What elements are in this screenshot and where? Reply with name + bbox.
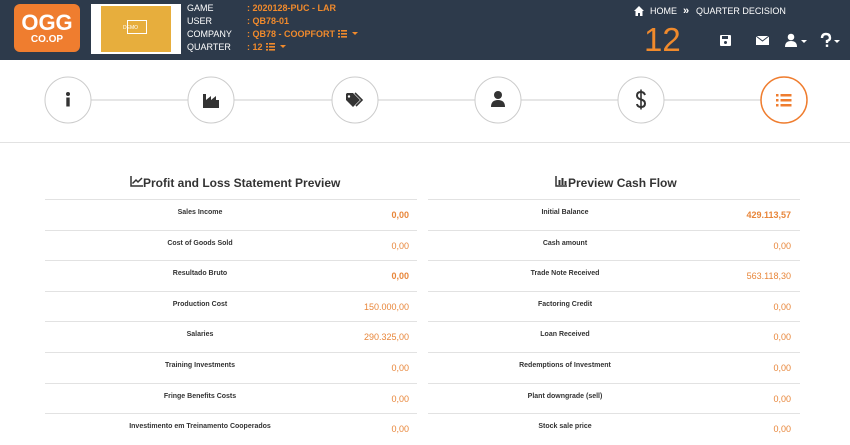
row-label: Plant downgrade (sell) <box>527 392 603 400</box>
row-value: 0,00 <box>773 332 791 343</box>
row-label: Stock sale price <box>538 423 592 431</box>
row-label: Cash amount <box>542 239 588 247</box>
step-person[interactable] <box>474 76 522 124</box>
row-label: Initial Balance <box>541 209 589 216</box>
step-decision[interactable] <box>760 76 808 124</box>
info-label: USER <box>187 16 213 26</box>
demo-screen <box>127 20 147 34</box>
row-value: 0,00 <box>773 240 791 251</box>
row-value: 0,00 <box>391 363 409 373</box>
breadcrumb-home[interactable]: HOME <box>650 6 677 16</box>
dropdown-icon[interactable] <box>265 42 290 51</box>
row-label: Production Cost <box>172 300 228 308</box>
row-label: Salaries <box>186 331 214 339</box>
header-icons <box>720 32 840 47</box>
row-label: Redemptions of Investment <box>519 362 611 369</box>
top-bar: OGG CO.OP DEMO GAME : 2020128-PUC - LAR US… <box>0 0 850 60</box>
row-value: 290.325,00 <box>363 332 409 343</box>
row-value: 0,00 <box>391 424 409 435</box>
info-label: GAME <box>187 3 214 13</box>
info-value: : QB78-01 <box>247 16 290 26</box>
logo-top: OGG <box>21 10 73 35</box>
row-value: 0,00 <box>391 210 409 220</box>
row-value: 563.118,30 <box>746 271 791 282</box>
quarter-number: 12 <box>644 21 681 58</box>
row-divider <box>45 382 417 384</box>
row-divider <box>45 290 417 292</box>
demo-label: DEMO <box>123 25 138 31</box>
logo-bottom: CO.OP <box>30 34 64 45</box>
row-label: Cost of Goods Sold <box>167 239 233 247</box>
row-divider <box>428 260 800 262</box>
row-divider <box>428 229 800 231</box>
row-divider <box>45 229 417 231</box>
row-value: 0,00 <box>773 363 791 373</box>
step-tags[interactable] <box>331 76 379 124</box>
demo-panel: DEMO <box>101 6 171 52</box>
info-value[interactable]: : QB78 - COOPFORT <box>247 29 362 39</box>
step-bar <box>44 76 808 124</box>
breadcrumb-current: QUARTER DECISION <box>696 6 786 16</box>
row-value: 0,00 <box>391 271 409 282</box>
step-finance[interactable] <box>617 76 665 124</box>
row-label: Trade Note Received <box>530 270 600 278</box>
row-divider <box>45 199 417 200</box>
row-divider <box>428 352 800 353</box>
info-value: : 2020128-PUC - LAR <box>247 3 337 13</box>
row-divider <box>428 382 800 384</box>
row-value: 150.000,00 <box>363 301 409 312</box>
dropdown-icon[interactable] <box>338 29 362 38</box>
row-value: 429.113,57 <box>746 210 791 220</box>
cf-title: Preview Cash Flow <box>568 176 677 190</box>
row-value: 0,00 <box>773 301 791 312</box>
row-divider <box>45 260 417 262</box>
save-icon[interactable] <box>720 35 731 46</box>
demo-image: DEMO <box>91 4 181 54</box>
row-label: Investimento em Treinamento Cooperados <box>129 423 271 431</box>
row-divider <box>45 321 417 323</box>
mail-icon[interactable] <box>755 35 770 45</box>
info-value[interactable]: : 12 <box>247 42 290 52</box>
row-label: Sales Income <box>177 209 223 216</box>
row-label: Fringe Benefits Costs <box>163 392 237 400</box>
row-value: 0,00 <box>391 393 409 404</box>
home-icon <box>634 6 644 16</box>
row-label: Loan Received <box>540 331 590 339</box>
row-label: Factoring Credit <box>537 300 593 308</box>
row-divider <box>45 352 417 353</box>
info-label: QUARTER <box>187 42 231 52</box>
help-menu-icon[interactable] <box>820 32 840 47</box>
row-divider <box>428 321 800 323</box>
section-divider <box>0 142 850 143</box>
logo[interactable]: OGG CO.OP <box>14 4 80 52</box>
info-label: COMPANY <box>187 29 232 39</box>
row-divider <box>428 413 800 415</box>
row-divider <box>428 290 800 292</box>
step-info[interactable] <box>44 76 92 124</box>
breadcrumb-separator: » <box>683 5 690 17</box>
bar-chart-icon <box>555 176 567 187</box>
chart-icon <box>130 176 143 187</box>
user-menu-icon[interactable] <box>785 33 807 47</box>
row-label: Resultado Bruto <box>172 270 228 278</box>
step-factory[interactable] <box>187 76 235 124</box>
row-value: 0,00 <box>391 240 409 251</box>
row-divider <box>45 413 417 415</box>
row-value: 0,00 <box>773 424 791 435</box>
row-divider <box>428 199 800 200</box>
row-label: Training Investments <box>164 362 236 369</box>
pl-title: Profit and Loss Statement Preview <box>143 176 341 190</box>
row-value: 0,00 <box>773 393 791 404</box>
